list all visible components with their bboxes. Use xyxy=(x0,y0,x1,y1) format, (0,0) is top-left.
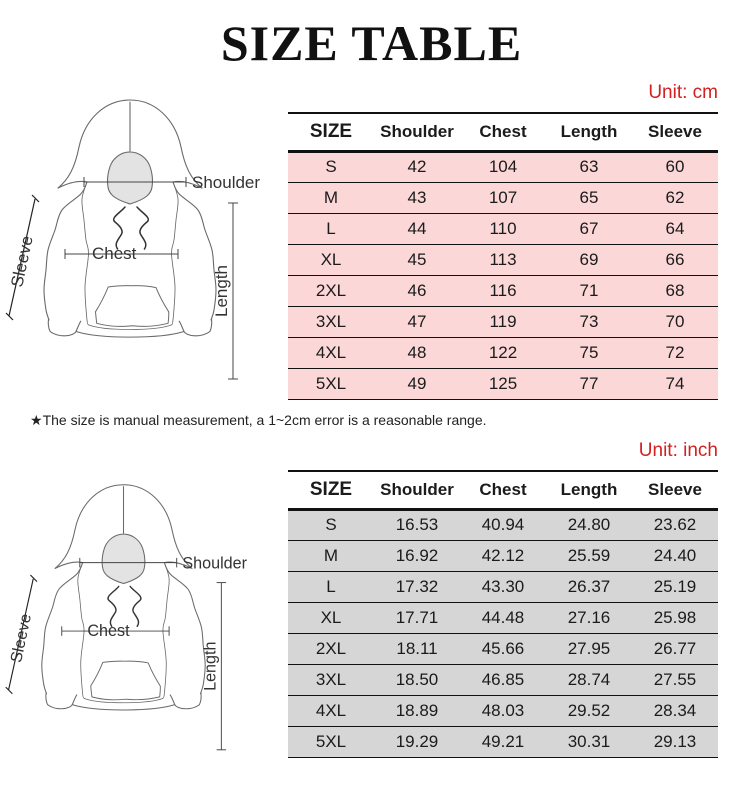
svg-text:Chest: Chest xyxy=(87,622,130,640)
svg-text:Shoulder: Shoulder xyxy=(182,554,247,572)
svg-text:Sleeve: Sleeve xyxy=(7,612,35,664)
svg-text:Length: Length xyxy=(212,265,231,317)
svg-text:Chest: Chest xyxy=(92,244,137,263)
svg-text:Length: Length xyxy=(202,642,220,691)
svg-text:Shoulder: Shoulder xyxy=(192,173,260,192)
svg-text:Sleeve: Sleeve xyxy=(7,234,36,289)
